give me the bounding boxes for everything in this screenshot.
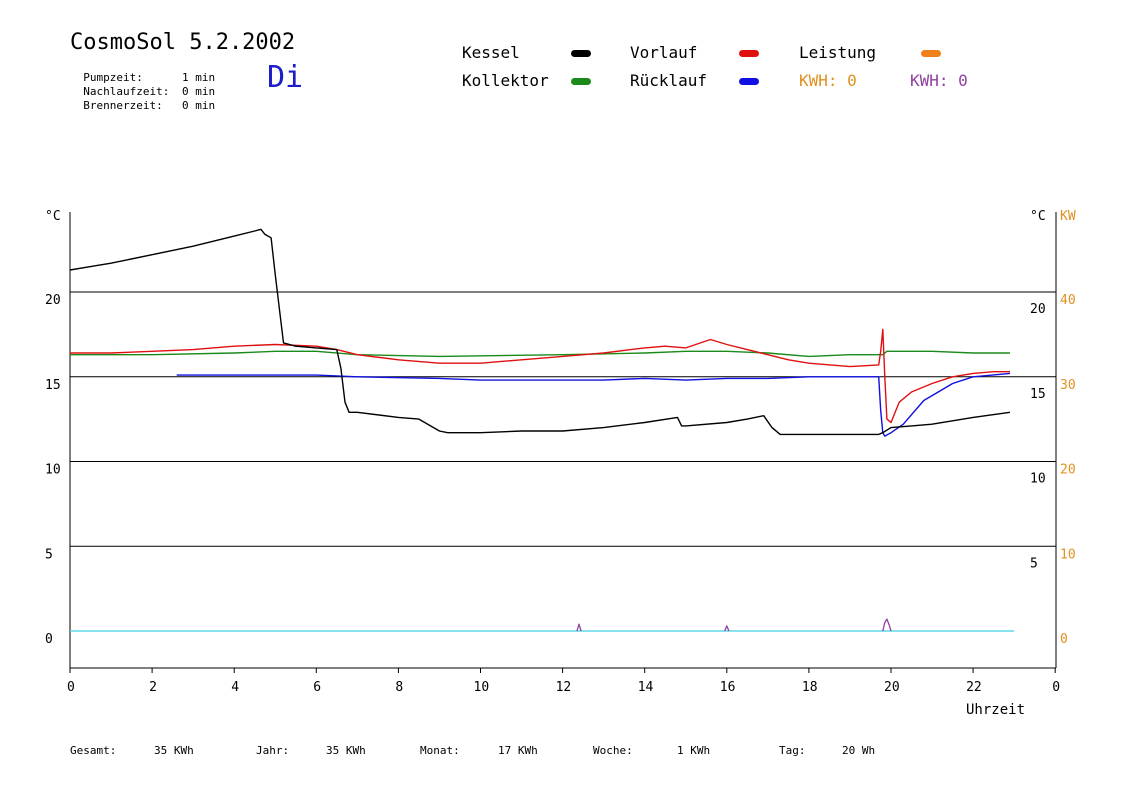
x-tick-label: 20	[884, 680, 900, 695]
footer-tag-value: 20 Wh	[842, 744, 876, 757]
after-run-time-value: 0 min	[182, 85, 216, 98]
y2-tick-label: 40	[1060, 293, 1076, 308]
x-tick-label: 6	[313, 680, 321, 695]
pump-time-value: 1 min	[182, 71, 216, 84]
x-tick-label: 14	[638, 680, 654, 695]
footer-gesamt-label: Gesamt:	[70, 744, 117, 757]
series-kwh-spike	[882, 618, 892, 632]
chart-series	[69, 228, 1015, 632]
series-line-vorlauf	[70, 328, 1010, 424]
legend-kessel-label: Kessel	[462, 43, 520, 62]
after-run-time: Nachlaufzeit: 0 min	[70, 72, 215, 98]
series-kwh-spike	[724, 625, 730, 632]
burner-time-label: Brennerzeit:	[83, 99, 163, 112]
y-tick-label-right: 20	[1030, 302, 1046, 317]
app-title: CosmoSol 5.2.2002	[70, 30, 296, 55]
legend-vorlauf-label: Vorlauf	[630, 43, 698, 62]
x-axis-label: Uhrzeit	[966, 702, 1025, 718]
series-line-ruecklauf	[176, 372, 1011, 437]
x-tick-label: 8	[395, 680, 403, 695]
y-tick-label-right: 5	[1030, 556, 1038, 571]
burner-time: Brennerzeit: 0 min	[70, 86, 215, 112]
legend-kwh-orange: KWH: 0	[799, 71, 857, 90]
y2-tick-label: 20	[1060, 463, 1076, 478]
legend-leistung-swatch	[921, 50, 941, 57]
after-run-time-label: Nachlaufzeit:	[83, 85, 170, 98]
weekday: Di	[267, 60, 304, 95]
legend-kessel-swatch	[571, 50, 591, 57]
x-tick-label: 0	[67, 680, 75, 695]
x-tick-label: 4	[231, 680, 239, 695]
y-tick-label-left: 10	[45, 463, 61, 478]
x-tick-label: 12	[556, 680, 572, 695]
footer-jahr-label: Jahr:	[256, 744, 290, 757]
x-tick-label: 10	[474, 680, 490, 695]
pump-time-label: Pumpzeit:	[83, 71, 143, 84]
series-line-kollektor	[70, 350, 1010, 358]
chart-labels: °C °C KW Uhrzeit 0 2 4 6 8 10 12 14 16 18 20 22 0 0 5 1…	[45, 209, 1076, 718]
y2-tick-label: 10	[1060, 547, 1076, 562]
legend-kollektor-label: Kollektor	[462, 71, 549, 90]
y-unit-left: °C	[45, 209, 61, 224]
footer-gesamt-value: 35 KWh	[154, 744, 194, 757]
y-tick-label-left: 5	[45, 547, 53, 562]
y-tick-label-left: 0	[45, 632, 53, 647]
pump-time: Pumpzeit: 1 min	[70, 58, 215, 84]
footer-woche-value: 1 KWh	[677, 744, 711, 757]
footer-tag-label: Tag:	[779, 744, 806, 757]
chart-grid	[70, 291, 1056, 547]
series-line-kessel	[69, 228, 1011, 436]
legend-vorlauf-swatch	[739, 50, 759, 57]
legend-ruecklauf-swatch	[739, 78, 759, 85]
legend-leistung-label: Leistung	[799, 43, 877, 62]
chart-axes	[69, 212, 1057, 673]
burner-time-value: 0 min	[182, 99, 216, 112]
footer-jahr-value: 35 KWh	[326, 744, 366, 757]
y2-unit: KW	[1060, 209, 1076, 224]
y2-tick-label: 0	[1060, 632, 1068, 647]
y-tick-label-left: 20	[45, 293, 61, 308]
y-tick-label-right: 10	[1030, 472, 1046, 487]
x-tick-label: 2	[149, 680, 157, 695]
footer-monat-label: Monat:	[420, 744, 460, 757]
x-tick-label: 16	[720, 680, 736, 695]
y-unit-right: °C	[1030, 209, 1046, 224]
footer-woche-label: Woche:	[593, 744, 633, 757]
legend-kwh-purple: KWH: 0	[910, 71, 968, 90]
x-tick-label: 0	[1052, 680, 1060, 695]
y-tick-label-right: 15	[1030, 387, 1046, 402]
footer-monat-value: 17 KWh	[498, 744, 538, 757]
legend-kollektor-swatch	[571, 78, 591, 85]
legend-ruecklauf-label: Rücklauf	[630, 71, 708, 90]
y2-tick-label: 30	[1060, 378, 1076, 393]
x-tick-label: 18	[802, 680, 818, 695]
y-tick-label-left: 15	[45, 378, 61, 393]
x-tick-label: 22	[966, 680, 982, 695]
series-kwh-spike	[576, 623, 582, 632]
